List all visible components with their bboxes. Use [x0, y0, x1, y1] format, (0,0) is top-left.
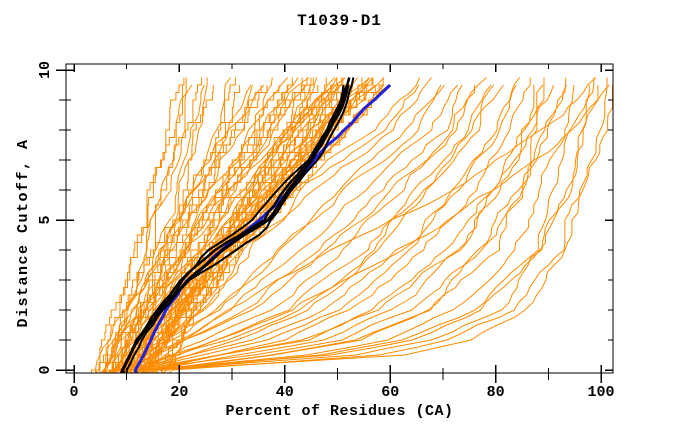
model-curve-orange [136, 77, 521, 373]
x-axis-label: Percent of Residues (CA) [225, 403, 454, 420]
model-curve-orange [147, 84, 575, 373]
model-curve-orange [136, 84, 342, 373]
model-curve-orange [138, 84, 476, 373]
model-curve-orange [98, 85, 241, 373]
y-tick-label: 0 [37, 365, 54, 374]
y-axis-label: Distance Cutoff, A [15, 138, 32, 328]
black-curve-3 [125, 84, 345, 373]
background-model-curves [90, 77, 613, 373]
model-curve-orange [152, 77, 595, 373]
model-curve-orange [124, 84, 495, 373]
model-curve-orange [142, 84, 504, 373]
y-tick-label: 10 [37, 61, 54, 79]
model-curve-orange [125, 84, 492, 373]
model-curve-orange [126, 84, 442, 373]
plot-title: T1039-D1 [297, 12, 382, 30]
model-curve-orange [126, 85, 280, 373]
model-curve-orange [154, 77, 567, 373]
tick-labels: 0 20 40 60 80 100 0 5 10 [37, 61, 615, 401]
x-tick-label: 20 [170, 384, 188, 401]
model-curve-orange [147, 77, 531, 373]
model-curve-orange [152, 84, 567, 373]
model-curve-orange [136, 84, 610, 373]
model-curve-orange [155, 85, 613, 373]
model-curve-orange [112, 84, 389, 373]
model-curve-orange [94, 84, 193, 373]
model-curve-orange [130, 84, 517, 373]
model-curve-orange [115, 85, 350, 373]
model-curve-orange [111, 84, 445, 373]
model-curve-orange [95, 77, 185, 373]
model-curve-orange [168, 77, 608, 373]
model-curve-orange [113, 84, 335, 373]
y-tick-label: 5 [37, 215, 54, 224]
x-tick-label: 60 [381, 384, 399, 401]
model-curve-orange [118, 84, 420, 373]
model-curve-orange [136, 77, 487, 373]
model-curve-orange [143, 84, 544, 373]
plot-border [65, 63, 614, 374]
x-tick-label: 80 [487, 384, 505, 401]
x-tick-label: 0 [69, 384, 78, 401]
model-curve-orange [110, 84, 312, 373]
model-curve-orange [99, 77, 187, 373]
model-curve-orange [151, 77, 545, 373]
model-curve-orange [102, 84, 253, 373]
highlighted-model-curves [120, 77, 392, 373]
black-curve-4 [121, 84, 350, 373]
x-tick-label: 100 [587, 384, 614, 401]
model-curve-orange [133, 84, 342, 373]
x-tick-label: 40 [276, 384, 294, 401]
model-curve-orange [123, 77, 597, 373]
model-curve-orange [105, 84, 252, 373]
axis-ticks [56, 64, 613, 383]
model-curve-orange [127, 84, 459, 373]
model-curve-orange [137, 85, 599, 373]
model-curve-orange [120, 84, 463, 373]
model-curve-orange [102, 84, 205, 373]
model-curve-orange [111, 84, 265, 373]
model-curve-orange [124, 77, 432, 373]
